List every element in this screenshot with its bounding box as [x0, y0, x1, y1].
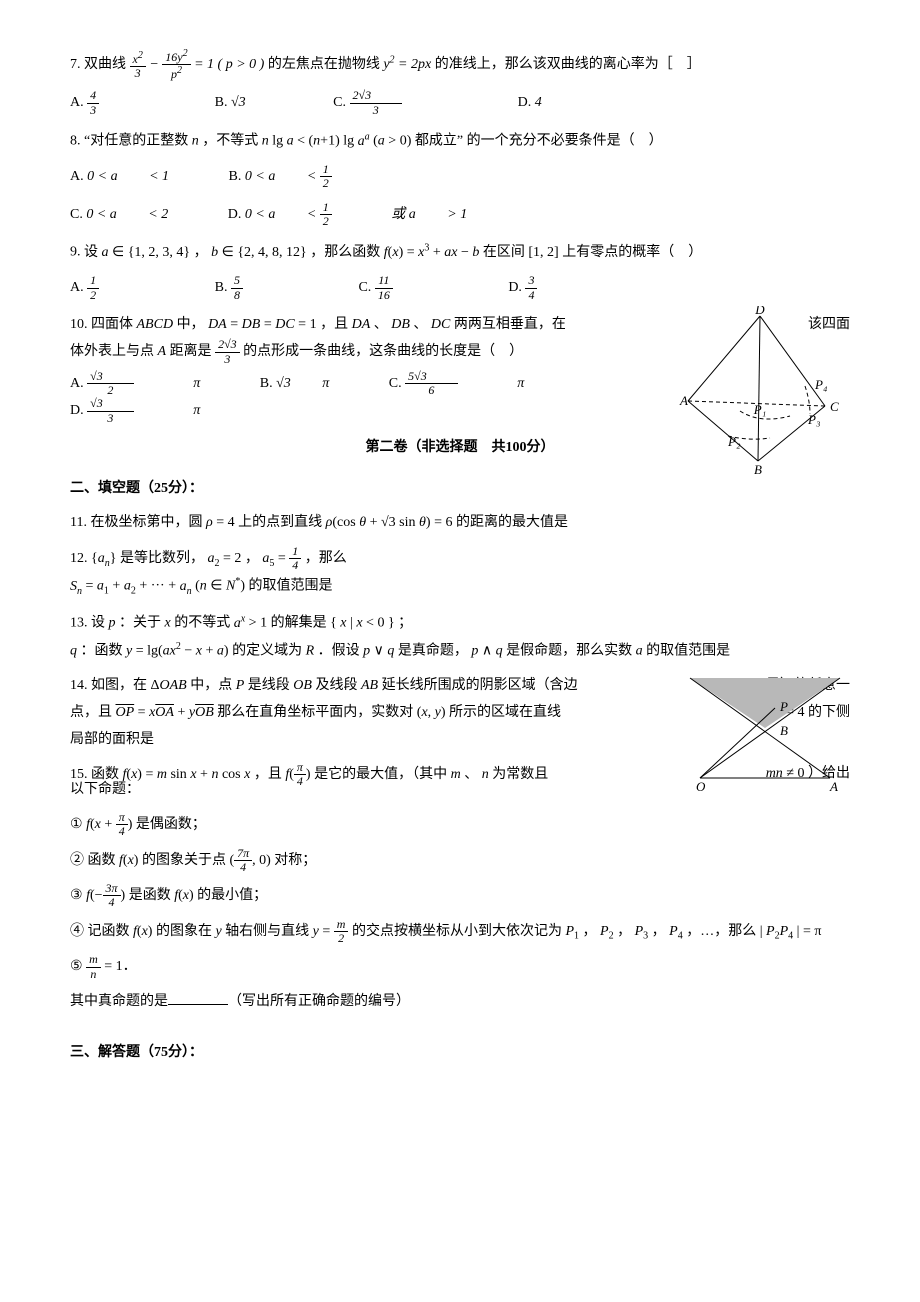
q7-t2: 的左焦点在抛物线: [268, 57, 384, 72]
q7-t3: 的准线上，那么该双曲线的离心率为［ ］: [435, 57, 701, 72]
q7-optC: C. 2√33: [333, 95, 486, 110]
q14-l2: 点，且 OP = xOA + yOB 那么在直角坐标平面内，实数对 (x, y)…: [70, 705, 561, 720]
question-12: 12. {an} 是等比数列， a2 = 2 ， a5 = 14 ，那么 Sn …: [70, 545, 850, 601]
svg-text:C: C: [830, 399, 839, 414]
q10-optC: C. 5√36 π: [389, 376, 552, 391]
q10-l1: 四面体 ABCD 中， DA = DB = DC = 1 ，且 DA 、 DB …: [91, 317, 566, 332]
q12-l2: Sn = a1 + a2 + ··· + an (n ∈ N*) 的取值范围是: [70, 572, 850, 600]
q9-optB: B. 58: [215, 280, 327, 295]
question-15: 15. 函数 f(x) = m sin x + n cos x ，且 f(π4)…: [70, 761, 850, 1015]
q7-expr: x23 − 16y2p2 = 1 ( p > 0 ): [130, 57, 265, 72]
q8-options-row1: A. 0 < a < 1 B. 0 < a < 12: [70, 163, 850, 191]
svg-text:P₃: P₃: [807, 412, 820, 427]
q10-num: 10.: [70, 317, 88, 332]
q9-optA: A. 12: [70, 280, 183, 295]
q7-optA: A. 43: [70, 95, 183, 110]
q15-tail: 其中真命题的是（写出所有正确命题的编号）: [70, 989, 850, 1016]
fill-header: 二、填空题（25分）：: [70, 476, 850, 503]
q8-optC: C. 0 < a < 2: [70, 207, 196, 222]
q15-i1: ① f(x + π4) 是偶函数；: [70, 811, 850, 839]
question-13: 13. 设 p ：关于 x 的不等式 ax > 1 的解集是 { x | x <…: [70, 609, 850, 666]
q7-expr2: y2 = 2px: [383, 57, 431, 72]
answer-blank[interactable]: [168, 990, 228, 1005]
q7-t1: 双曲线: [84, 57, 130, 72]
q10-options: A. √32 π B. √3 π C. 5√36 π D. √33 π: [70, 370, 660, 425]
q8-optD: D. 0 < a < 12 或 a > 1: [228, 207, 495, 222]
svg-text:B: B: [780, 723, 788, 738]
q13-num: 13.: [70, 616, 88, 631]
q15-l1: 函数 f(x) = m sin x + n cos x ，且 f(π4) 是它的…: [91, 767, 548, 782]
q15-i2: ② 函数 f(x) 的图象关于点 (7π4, 0) 对称；: [70, 847, 850, 875]
q14-l3: 局部的面积是: [70, 727, 660, 754]
q15-i3: ③ f(−3π4) 是函数 f(x) 的最小值；: [70, 882, 850, 910]
q8-text: “对任意的正整数 n ，不等式 n lg a < (n+1) lg aa (a …: [84, 134, 663, 149]
q15-l1s: mn ≠ 0 ）给出: [766, 761, 850, 788]
q11-num: 11.: [70, 515, 87, 530]
tetrahedron-diagram: D A C B P₁ P₂ P₃ P₄: [670, 306, 850, 476]
q9-optD: D. 34: [508, 280, 621, 295]
q15-i5: ⑤ mn = 1．: [70, 953, 850, 981]
svg-text:A: A: [679, 393, 688, 408]
q8-optA: A. 0 < a < 1: [70, 169, 197, 184]
question-9: 9. 设 a ∈ {1, 2, 3, 4} ， b ∈ {2, 4, 8, 12…: [70, 238, 850, 266]
question-7: 7. 双曲线 x23 − 16y2p2 = 1 ( p > 0 ) 的左焦点在抛…: [70, 48, 850, 81]
svg-text:D: D: [754, 306, 765, 317]
q7-optD: D. 4: [518, 95, 570, 110]
svg-text:P₂: P₂: [727, 434, 741, 449]
q7-options: A. 43 B. √3 C. 2√33 D. 4: [70, 89, 850, 117]
q8-optB: B. 0 < a < 12: [229, 169, 416, 184]
answer-header: 三、解答题（75分）：: [70, 1040, 850, 1067]
q13-l2: q ：函数 y = lg(ax2 − x + a) 的定义域为 R ．假设 p …: [70, 637, 850, 665]
q12-num: 12.: [70, 551, 88, 566]
q9-text: 设 a ∈ {1, 2, 3, 4} ， b ∈ {2, 4, 8, 12} ，…: [84, 245, 702, 260]
question-14: O A B P 14. 如图，在 ΔOAB 中，点 P 是线段 OB 及线段 A…: [70, 673, 850, 753]
svg-text:P₁: P₁: [753, 402, 766, 417]
q11-text: 在极坐标第中，圆 ρ = 4 上的点到直线 ρ(cos θ + √3 sin θ…: [90, 515, 567, 530]
q14-num: 14.: [70, 678, 88, 693]
q7-optB: B. √3: [215, 95, 302, 110]
q12-l1: {an} 是等比数列， a2 = 2 ， a5 = 14 ，那么: [91, 551, 347, 566]
q8-num: 8.: [70, 134, 81, 149]
q10-optD: D. √33 π: [70, 403, 228, 418]
svg-text:P: P: [779, 699, 788, 714]
q9-optC: C. 1116: [358, 280, 476, 295]
q14-l1: 如图，在 ΔOAB 中，点 P 是线段 OB 及线段 AB 延长线所围成的阴影区…: [91, 678, 578, 693]
q9-num: 9.: [70, 245, 81, 260]
q10-optB: B. √3 π: [260, 376, 358, 391]
svg-text:B: B: [754, 462, 762, 476]
question-11: 11. 在极坐标第中，圆 ρ = 4 上的点到直线 ρ(cos θ + √3 s…: [70, 510, 850, 537]
q9-options: A. 12 B. 58 C. 1116 D. 34: [70, 274, 850, 302]
q7-num: 7.: [70, 57, 81, 72]
q13-l1: 设 p ：关于 x 的不等式 ax > 1 的解集是 { x | x < 0 }…: [91, 616, 412, 631]
q15-i4: ④ 记函数 f(x) 的图象在 y 轴右侧与直线 y = m2 的交点按横坐标从…: [70, 918, 850, 946]
question-8: 8. “对任意的正整数 n ，不等式 n lg a < (n+1) lg aa …: [70, 127, 850, 155]
question-10: D A C B P₁ P₂ P₃ P₄ 10. 四面体 ABCD 中， DA =…: [70, 312, 850, 425]
q10-l2: 体外表上与点 A 距离是 2√33 的点形成一条曲线，这条曲线的长度是（ ）: [70, 338, 660, 366]
q8-options-row2: C. 0 < a < 2 D. 0 < a < 12 或 a > 1: [70, 201, 850, 229]
q10-optA: A. √32 π: [70, 376, 228, 391]
svg-text:P₄: P₄: [814, 377, 828, 392]
